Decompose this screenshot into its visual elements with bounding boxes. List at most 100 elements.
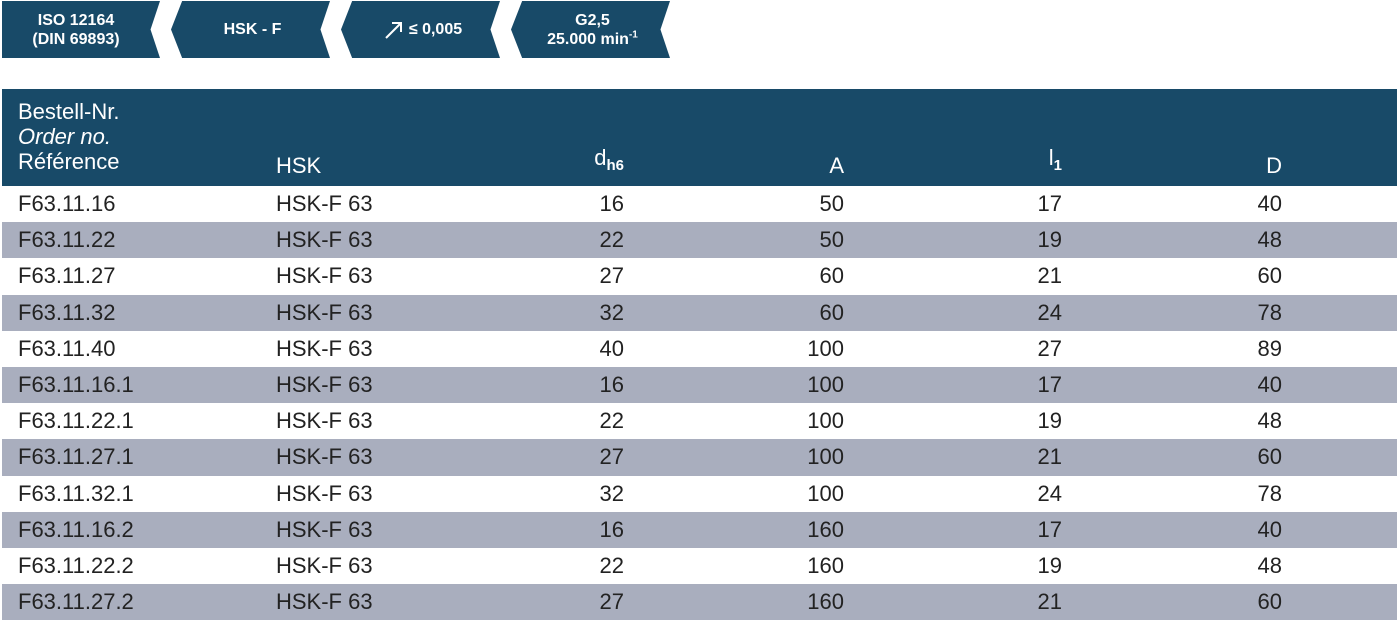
table-row: F63.11.16.2 HSK-F 63 16 160 17 40 (2, 511, 1397, 548)
cell-d-diameter: 40 (1257, 191, 1282, 216)
cell-dh6: 22 (599, 408, 624, 434)
balance-speed-unit-exponent: -1 (628, 29, 638, 41)
header-order-de: Bestell-Nr. (18, 99, 120, 124)
table-row: F63.11.27.1 HSK-F 63 27 100 21 60 (2, 439, 1397, 476)
cell-order-no: F63.11.16 (18, 191, 116, 216)
cell-dh6: 32 (599, 480, 624, 506)
cell-hsk: HSK-F 63 (276, 263, 373, 289)
cell-hsk: HSK-F 63 (276, 552, 373, 578)
cell-dh6: 22 (599, 227, 624, 253)
balance-grade: G2,5 (575, 11, 610, 29)
runout-label: ≤ 0,005 (408, 21, 463, 38)
cell-a: 100 (807, 371, 844, 397)
cell-dh6: 27 (599, 263, 624, 289)
product-table: Bestell-Nr. Order no. Référence HSK dh6 … (2, 89, 1397, 621)
header-d-main: d (594, 145, 607, 170)
cell-a: 160 (807, 552, 844, 578)
cell-a: 160 (807, 589, 844, 615)
header-order-no: Bestell-Nr. Order no. Référence (18, 99, 120, 174)
cell-dh6: 22 (599, 552, 624, 578)
cell-order-no: F63.11.16.1 (18, 371, 134, 397)
hsk-type-badge: HSK - F (171, 1, 330, 58)
cell-a: 50 (819, 191, 844, 216)
cell-l1: 17 (1037, 371, 1062, 397)
header-l1: l1 (962, 145, 1062, 178)
header-order-en: Order no. (18, 124, 111, 149)
cell-d-diameter: 48 (1257, 552, 1282, 578)
cell-dh6: 40 (599, 335, 624, 361)
cell-hsk: HSK-F 63 (276, 191, 373, 216)
cell-hsk: HSK-F 63 (276, 589, 373, 615)
table-row: F63.11.27.2 HSK-F 63 27 160 21 60 (2, 584, 1397, 621)
cell-order-no: F63.11.16.2 (18, 516, 134, 542)
cell-hsk: HSK-F 63 (276, 335, 373, 361)
cell-d-diameter: 48 (1257, 227, 1282, 253)
cell-a: 100 (807, 335, 844, 361)
cell-dh6: 27 (599, 444, 624, 470)
table-body: F63.11.16 HSK-F 63 16 50 17 40 F63.11.22 HSK-F … (2, 186, 1397, 621)
table-row: F63.11.16.1 HSK-F 63 16 100 17 40 (2, 366, 1397, 404)
cell-a: 100 (807, 480, 844, 506)
cell-a: 50 (819, 227, 844, 253)
runout-arrow-icon (383, 19, 405, 41)
cell-order-no: F63.11.22.2 (18, 552, 134, 578)
cell-d-diameter: 48 (1257, 408, 1282, 434)
runout-badge: ≤ 0,005 (341, 1, 500, 58)
cell-order-no: F63.11.27.2 (18, 589, 134, 615)
balance-speed: 25.000 min-1 (547, 30, 638, 49)
cell-d-diameter: 40 (1257, 516, 1282, 542)
header-a: A (829, 153, 844, 178)
cell-d-diameter: 89 (1257, 335, 1282, 361)
cell-a: 160 (807, 516, 844, 542)
table-row: F63.11.22.2 HSK-F 63 22 160 19 48 (2, 548, 1397, 584)
cell-l1: 24 (1037, 480, 1062, 506)
balance-speed-value: 25.000 min (547, 30, 629, 48)
cell-dh6: 16 (599, 371, 624, 397)
cell-dh6: 32 (599, 299, 624, 325)
cell-hsk: HSK-F 63 (276, 408, 373, 434)
cell-l1: 21 (1037, 263, 1062, 289)
cell-l1: 21 (1037, 589, 1062, 615)
cell-a: 100 (807, 444, 844, 470)
cell-order-no: F63.11.40 (18, 335, 116, 361)
table-row: F63.11.16 HSK-F 63 16 50 17 40 (2, 186, 1397, 222)
cell-a: 60 (819, 263, 844, 289)
cell-hsk: HSK-F 63 (276, 516, 373, 542)
cell-d-diameter: 40 (1257, 371, 1282, 397)
table-header: Bestell-Nr. Order no. Référence HSK dh6 … (2, 89, 1397, 186)
table-row: F63.11.27 HSK-F 63 27 60 21 60 (2, 258, 1397, 294)
cell-order-no: F63.11.27.1 (18, 444, 134, 470)
header-hsk: HSK (276, 153, 322, 178)
table-row: F63.11.32.1 HSK-F 63 32 100 24 78 (2, 476, 1397, 512)
cell-a: 60 (819, 299, 844, 325)
hsk-type-label: HSK - F (223, 21, 282, 38)
table-row: F63.11.40 HSK-F 63 40 100 27 89 (2, 331, 1397, 367)
cell-l1: 21 (1037, 444, 1062, 470)
cell-l1: 19 (1037, 227, 1062, 253)
table-row: F63.11.22 HSK-F 63 22 50 19 48 (2, 222, 1397, 259)
cell-hsk: HSK-F 63 (276, 480, 373, 506)
cell-l1: 19 (1037, 552, 1062, 578)
cell-hsk: HSK-F 63 (276, 299, 373, 325)
norm-badge: ISO 12164 (DIN 69893) (2, 1, 160, 58)
cell-hsk: HSK-F 63 (276, 444, 373, 470)
cell-order-no: F63.11.22.1 (18, 408, 134, 434)
table-row: F63.11.32 HSK-F 63 32 60 24 78 (2, 294, 1397, 331)
cell-dh6: 16 (599, 516, 624, 542)
header-d-diameter: D (1266, 153, 1282, 178)
cell-dh6: 16 (599, 191, 624, 216)
norm-badge-line1: ISO 12164 (37, 11, 115, 29)
header-l-main: l (1048, 145, 1054, 170)
cell-d-diameter: 60 (1257, 263, 1282, 289)
header-order-fr: Référence (18, 149, 120, 174)
cell-d-diameter: 60 (1257, 589, 1282, 615)
cell-d-diameter: 60 (1257, 444, 1282, 470)
cell-order-no: F63.11.27 (18, 263, 116, 289)
cell-l1: 19 (1037, 408, 1062, 434)
cell-d-diameter: 78 (1257, 480, 1282, 506)
header-l-sub: 1 (1053, 157, 1062, 174)
cell-hsk: HSK-F 63 (276, 371, 373, 397)
cell-dh6: 27 (599, 589, 624, 615)
balance-badge: G2,5 25.000 min-1 (511, 1, 670, 58)
cell-a: 100 (807, 408, 844, 434)
